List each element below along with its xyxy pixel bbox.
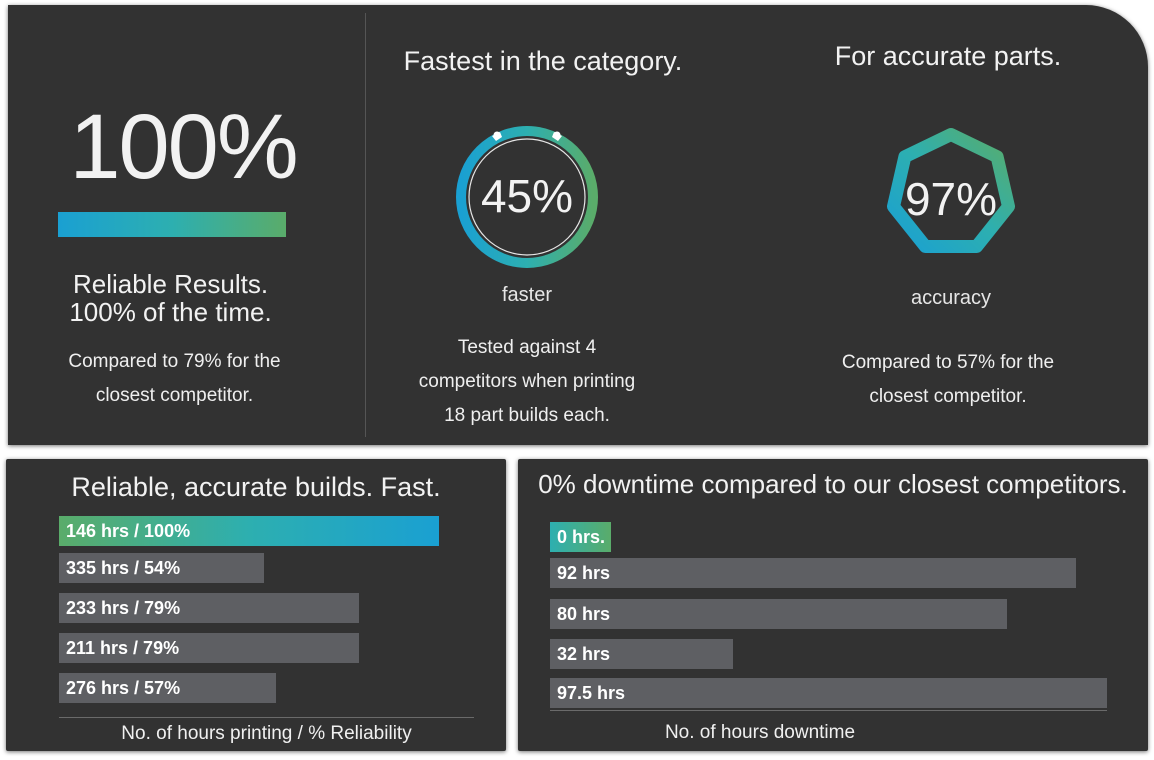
x-axis-label: No. of hours downtime <box>664 722 856 743</box>
speed-note-line3: 18 part builds each. <box>444 405 610 426</box>
summary-panel: 100% Reliable Results. 100% of the time.… <box>8 5 1148 445</box>
reliability-compare-line2: closest competitor. <box>95 385 254 406</box>
accuracy-label: accuracy <box>910 287 992 309</box>
bar: 211 hrs / 79% <box>59 633 360 663</box>
reliability-compare-line1: Compared to 79% for the <box>68 351 281 372</box>
panel-divider <box>365 13 366 437</box>
bar-label: 335 hrs / 54% <box>66 558 181 578</box>
bar: 0 hrs. <box>550 522 611 552</box>
chart-title: 0% downtime compared to our closest comp… <box>538 469 1128 499</box>
chart-title: Reliable, accurate builds. Fast. <box>71 472 441 502</box>
x-axis-line <box>550 710 1107 711</box>
speed-title: Fastest in the category. <box>403 46 683 76</box>
accuracy-compare-line2: closest competitor. <box>869 386 1027 407</box>
x-axis-label: No. of hours printing / % Reliability <box>121 723 412 744</box>
print-hours-chart-panel: Reliable, accurate builds. Fast. 146 hrs… <box>6 459 506 751</box>
bar: 276 hrs / 57% <box>59 673 276 703</box>
bar-label: 233 hrs / 79% <box>66 598 181 618</box>
speed-value: 45% <box>480 170 574 222</box>
bar: 92 hrs <box>550 558 1076 588</box>
bar: 32 hrs <box>550 639 733 669</box>
x-axis-line <box>59 717 474 718</box>
speed-label: faster <box>501 284 553 306</box>
reliability-progress-bar <box>58 212 286 237</box>
reliability-caption-line1: Reliable Results. <box>72 269 269 299</box>
bar-label: 0 hrs. <box>557 527 606 547</box>
downtime-chart-panel: 0% downtime compared to our closest comp… <box>518 459 1148 751</box>
bar: 233 hrs / 79% <box>59 593 360 623</box>
bar-label: 32 hrs <box>557 644 611 664</box>
accuracy-value: 97% <box>904 173 998 225</box>
bar: 335 hrs / 54% <box>59 553 265 583</box>
speed-note-line1: Tested against 4 <box>457 337 597 358</box>
bar-label: 97.5 hrs <box>557 683 626 703</box>
bar-label: 146 hrs / 100% <box>66 521 191 541</box>
bar: 80 hrs <box>550 599 1008 629</box>
accuracy-title: For accurate parts. <box>834 41 1062 71</box>
reliability-headline: 100% <box>69 96 298 198</box>
bar: 146 hrs / 100% <box>59 516 439 546</box>
reliability-caption-line2: 100% of the time. <box>69 297 272 327</box>
heptagon-icon <box>887 128 1015 253</box>
accuracy-compare-line1: Compared to 57% for the <box>841 352 1055 373</box>
speed-note-line2: competitors when printing <box>418 371 636 392</box>
stopwatch-icon <box>456 126 598 268</box>
bar-label: 276 hrs / 57% <box>66 678 181 698</box>
bar-label: 80 hrs <box>557 604 611 624</box>
bar: 97.5 hrs <box>550 678 1107 708</box>
bar-label: 92 hrs <box>557 563 611 583</box>
bar-label: 211 hrs / 79% <box>66 638 180 658</box>
